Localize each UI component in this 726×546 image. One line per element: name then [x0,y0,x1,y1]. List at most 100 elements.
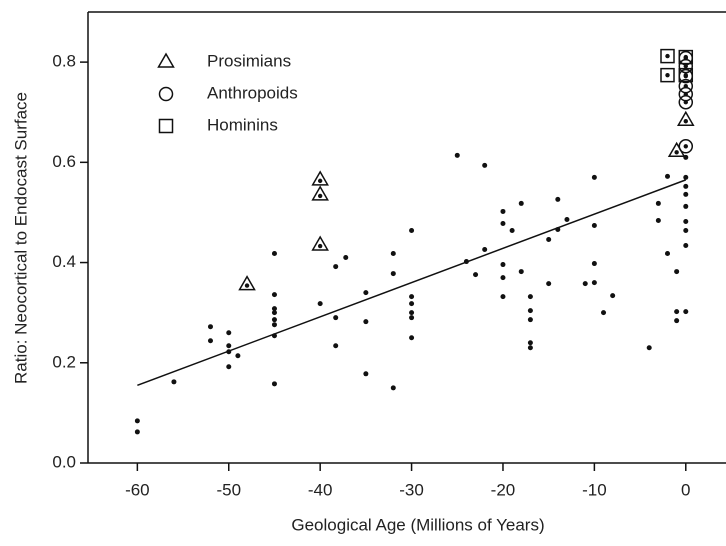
point [463,259,469,265]
point [226,349,232,355]
marker-dot [683,119,688,124]
point [343,255,349,261]
point [683,174,689,180]
point-square [678,49,694,65]
point [409,335,415,341]
y-axis-label: Ratio: Neocortical to Endocast Surface [11,92,30,384]
point [271,381,277,387]
marker-dot [683,63,688,69]
point [509,227,515,233]
marker-shape [660,67,675,83]
point [674,269,680,275]
point-circle [678,86,694,102]
point [235,353,241,359]
point [500,262,506,268]
point [226,343,232,349]
point [555,226,561,232]
marker-dot [317,178,323,184]
point [226,364,232,370]
marker-dot [674,150,679,155]
point [518,269,524,275]
point [134,429,140,435]
point [207,338,213,344]
point [500,220,506,226]
point [482,247,488,253]
point [390,271,396,277]
x-tick-label: -50 [216,480,241,499]
point [454,152,460,158]
point [610,293,616,299]
x-tick-label: -20 [491,480,516,499]
marker-shape [660,48,675,64]
point-circle [678,94,694,110]
marker-shape [678,67,694,83]
point [409,301,415,307]
marker-shape [311,185,329,201]
point [333,264,339,270]
point-triangle [311,170,329,186]
point [482,162,488,168]
point-triangle [667,141,686,158]
point [591,222,597,228]
y-tick-label: 0.2 [52,352,76,371]
point [390,251,396,257]
legend-marker [158,118,174,134]
legend-marker [157,52,175,68]
x-tick-label: -60 [125,480,150,499]
point [655,200,661,206]
marker-dot [317,193,323,199]
point [409,310,415,316]
point [683,203,689,209]
point [683,243,689,249]
point [527,345,533,351]
point [683,191,689,197]
point [674,318,680,324]
point [333,343,339,349]
legend-label: Prosimians [207,51,291,70]
legend-marker [158,86,174,102]
point [582,281,588,287]
point [271,333,277,339]
point [665,173,671,179]
y-tick-label: 0.4 [52,252,76,271]
marker-dot [683,72,688,78]
point [683,227,689,233]
y-tick-label: 0.0 [52,452,76,471]
point [683,309,689,315]
point [527,294,533,300]
point-triangle [676,110,695,126]
point [674,309,680,315]
point [473,272,479,278]
point [271,310,277,316]
x-tick-label: -40 [308,480,333,499]
marker-dot [665,53,670,59]
point [546,237,552,243]
point-triangle [311,185,329,201]
marker-shape [158,118,174,134]
point [683,183,689,189]
point [665,251,671,257]
y-tick-label: 0.6 [52,152,76,171]
point-triangle [238,275,256,291]
marker-shape [311,170,329,186]
marker-dot [244,283,250,288]
point [500,294,506,300]
point [363,290,369,296]
point [271,322,277,328]
point [409,315,415,321]
marker-dot [317,243,323,249]
marker-shape [678,58,694,74]
point [134,418,140,424]
x-tick-label: -10 [582,480,607,499]
point [409,294,415,300]
marker-shape [678,49,694,65]
point [591,261,597,267]
marker-shape [678,94,694,110]
point [271,251,277,257]
marker-dot [683,144,688,149]
point [333,315,339,321]
point [683,218,689,224]
point-circle [678,139,694,154]
point [271,292,277,298]
marker-dot [665,72,670,78]
